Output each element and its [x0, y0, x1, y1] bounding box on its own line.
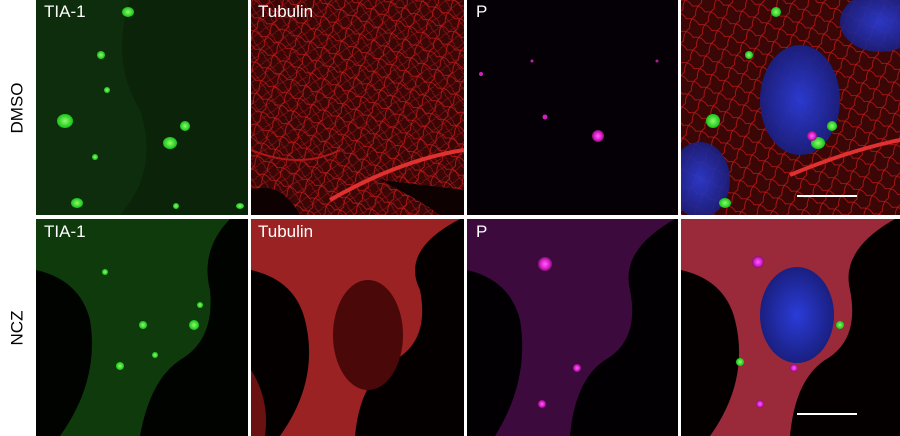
panel-merge	[681, 219, 900, 436]
panel-p	[467, 219, 678, 436]
channel-label: TIA-1	[44, 2, 86, 21]
channel-label: TIA-1	[44, 222, 86, 241]
panel-merge	[681, 0, 900, 215]
channel-label: Tubulin	[258, 222, 313, 241]
panel-tubulin	[251, 219, 464, 436]
panel-tia1	[36, 0, 248, 215]
channel-label: P	[476, 2, 487, 21]
channel-label: Tubulin	[258, 2, 313, 21]
row-label: DMSO	[7, 83, 26, 134]
row-label: NCZ	[7, 311, 26, 346]
channel-label: P	[476, 222, 487, 241]
panel-tia1	[36, 219, 248, 436]
panel-tubulin	[251, 0, 464, 215]
panel-p	[467, 0, 678, 215]
